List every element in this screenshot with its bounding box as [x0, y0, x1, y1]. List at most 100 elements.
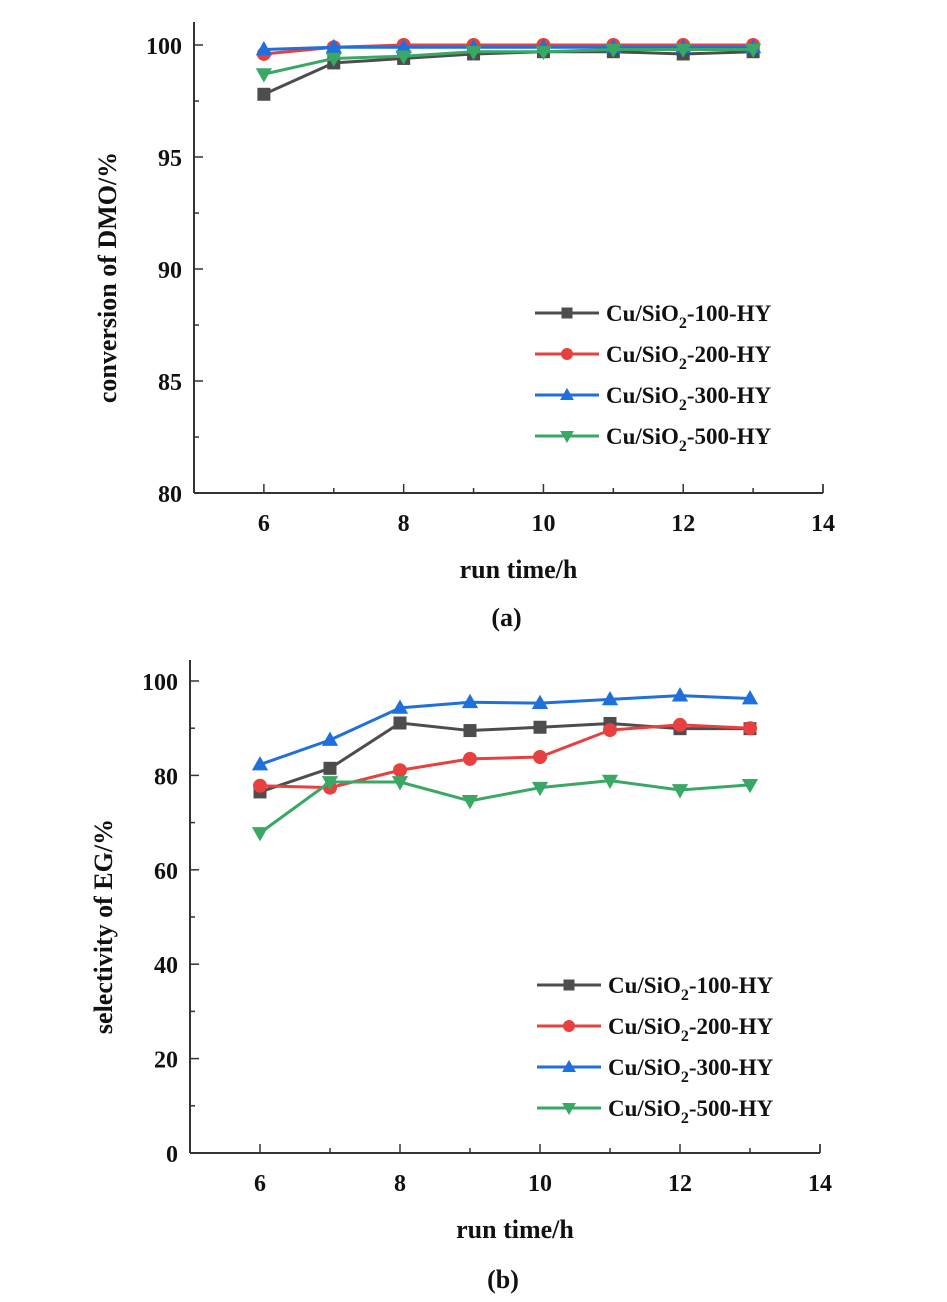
data-point — [743, 721, 757, 736]
y-tick-label: 95 — [158, 146, 182, 172]
data-point — [671, 687, 689, 702]
legend-marker — [563, 1020, 575, 1032]
legend-item: Cu/SiO2-100-HY — [535, 301, 772, 332]
data-point — [255, 41, 273, 56]
legend-label: Cu/SiO2-100-HY — [608, 973, 774, 1004]
data-point — [675, 43, 692, 58]
legend-marker — [561, 307, 573, 319]
data-point — [325, 52, 342, 67]
x-tick-label: 8 — [394, 1171, 406, 1197]
series-Cu/SiO2-300-HY — [251, 687, 759, 771]
series-line — [259, 723, 751, 790]
x-axis-title: run time/h — [456, 1215, 574, 1244]
y-tick-label: 80 — [158, 482, 182, 508]
legend-item: Cu/SiO2-300-HY — [537, 1055, 774, 1086]
x-axis-title: run time/h — [460, 555, 578, 584]
data-point — [463, 724, 477, 738]
series-Cu/SiO2-200-HY — [253, 717, 757, 795]
series-line — [259, 779, 751, 835]
series-line — [263, 45, 754, 51]
data-point — [603, 723, 617, 738]
data-point — [671, 784, 689, 799]
data-point — [605, 43, 622, 58]
series-line — [259, 694, 751, 766]
data-point — [673, 717, 687, 732]
y-tick-label: 80 — [154, 764, 178, 790]
data-point — [393, 716, 407, 730]
data-point — [465, 45, 482, 61]
x-tick-label: 10 — [528, 1171, 552, 1197]
data-point — [461, 693, 479, 709]
legend-marker — [560, 387, 574, 400]
y-tick-label: 20 — [154, 1048, 178, 1074]
x-tick-label: 8 — [398, 511, 410, 537]
data-point — [461, 795, 479, 810]
legend-marker — [560, 431, 574, 444]
y-axis-title: conversion of DMO/% — [93, 152, 122, 403]
data-point — [601, 690, 619, 706]
data-point — [325, 38, 342, 54]
data-point — [251, 756, 269, 771]
data-point — [323, 761, 337, 775]
series-line — [263, 47, 754, 76]
panel-label: (b) — [487, 1265, 519, 1294]
y-tick-label: 0 — [166, 1142, 178, 1168]
legend-label: Cu/SiO2-100-HY — [606, 301, 772, 332]
y-tick-label: 100 — [146, 34, 182, 60]
x-tick-label: 14 — [808, 1171, 832, 1197]
legend-marker — [563, 979, 575, 991]
data-point — [601, 774, 619, 790]
y-axis-title: selectivity of EG/% — [89, 819, 118, 1034]
legend-item: Cu/SiO2-100-HY — [537, 973, 774, 1004]
x-tick-label: 12 — [671, 511, 695, 537]
chart-a: 6 8 10 12 14 80 85 90 95 100 run time/h conversion … — [93, 22, 835, 632]
data-point — [391, 699, 409, 714]
data-point — [395, 50, 412, 65]
data-point — [533, 749, 547, 764]
y-tick-label: 85 — [158, 370, 182, 396]
data-point — [391, 776, 409, 791]
legend-item: Cu/SiO2-500-HY — [535, 424, 772, 455]
data-point — [321, 731, 339, 746]
legend-label: Cu/SiO2-200-HY — [606, 342, 772, 373]
data-point — [255, 68, 273, 83]
x-tick-label: 6 — [258, 511, 270, 537]
series-line — [259, 721, 750, 794]
legend-label: Cu/SiO2-500-HY — [608, 1096, 774, 1127]
legend: Cu/SiO2-100-HY Cu/SiO2-200-HY Cu/SiO2-300-… — [535, 301, 772, 455]
legend-marker — [562, 1103, 576, 1116]
y-tick-label: 100 — [142, 670, 178, 696]
chart-b: 6 8 10 12 14 0 20 40 60 80 100 run time/h selectivit… — [89, 660, 832, 1294]
data-point — [393, 763, 407, 778]
legend-label: Cu/SiO2-300-HY — [606, 383, 772, 414]
data-point — [531, 781, 549, 797]
data-point — [533, 720, 547, 734]
data-point — [395, 38, 412, 54]
data-point — [321, 776, 339, 791]
data-point — [741, 778, 759, 794]
x-tick-label: 10 — [531, 511, 555, 537]
legend-item: Cu/SiO2-500-HY — [537, 1096, 774, 1127]
legend-item: Cu/SiO2-200-HY — [535, 342, 772, 373]
legend-marker — [562, 1059, 576, 1072]
legend-label: Cu/SiO2-500-HY — [606, 424, 772, 455]
panel-label: (a) — [491, 603, 521, 632]
data-point — [253, 778, 267, 793]
data-point — [741, 690, 759, 705]
x-tick-label: 12 — [668, 1171, 692, 1197]
legend: Cu/SiO2-100-HY Cu/SiO2-200-HY Cu/SiO2-300-… — [537, 973, 774, 1127]
legend-item: Cu/SiO2-300-HY — [535, 383, 772, 414]
data-point — [531, 694, 549, 710]
series-Cu/SiO2-500-HY — [255, 43, 762, 83]
x-tick-label: 6 — [254, 1171, 266, 1197]
legend-marker — [561, 348, 573, 360]
data-point — [257, 87, 271, 101]
legend-label: Cu/SiO2-300-HY — [608, 1055, 774, 1086]
y-tick-label: 60 — [154, 859, 178, 885]
x-tick-label: 14 — [811, 511, 835, 537]
legend-item: Cu/SiO2-200-HY — [537, 1014, 774, 1045]
data-point — [463, 751, 477, 766]
legend-label: Cu/SiO2-200-HY — [608, 1014, 774, 1045]
data-point — [744, 43, 762, 58]
